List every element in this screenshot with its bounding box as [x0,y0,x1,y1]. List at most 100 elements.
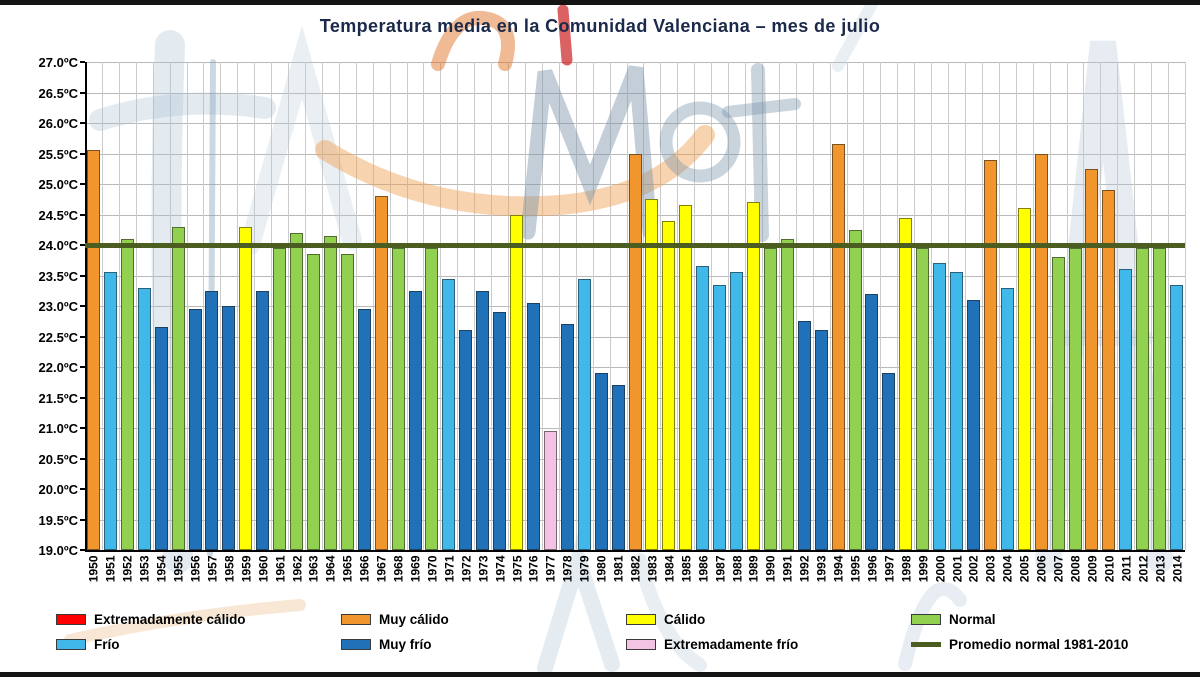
x-tick-label-2009: 2009 [1085,555,1100,583]
legend-item-extremadamente_calido: Extremadamente cálido [56,612,341,627]
x-tick-label-1999: 1999 [916,555,931,583]
v-gridline [846,62,848,550]
legend-label-frio: Frío [94,637,120,652]
v-gridline [863,62,865,550]
v-gridline [491,62,493,550]
y-tick-label-20.0ºC: 20.0ºC [38,482,78,497]
bar-1986 [696,266,710,550]
x-tick-label-1952: 1952 [120,555,135,583]
x-tick-label-1960: 1960 [256,555,271,583]
bar-2001 [950,272,964,550]
x-tick-label-1956: 1956 [188,555,203,583]
bar-1979 [577,278,591,550]
bar-1983 [645,199,659,550]
x-tick-label-1969: 1969 [408,555,423,583]
bar-2010 [1102,190,1116,550]
y-tick-mark [80,488,85,490]
x-tick-label-1970: 1970 [425,555,440,583]
bar-2011 [1119,269,1133,550]
v-gridline [575,62,577,550]
y-tick-label-19.0ºC: 19.0ºC [38,543,78,558]
y-tick-label-21.5ºC: 21.5ºC [38,390,78,406]
v-gridline [372,62,374,550]
x-tick-label-1975: 1975 [510,555,525,583]
x-tick-label-1964: 1964 [323,555,338,583]
x-tick-label-1987: 1987 [713,555,728,583]
v-gridline [321,62,323,550]
v-gridline [525,62,526,550]
v-gridline [254,62,256,550]
x-tick-label-1973: 1973 [476,555,491,583]
legend-item-extremadamente_frio: Extremadamente frío [626,637,911,652]
x-tick-label-2011: 2011 [1119,555,1134,582]
bar-1987 [713,284,727,550]
bar-1957 [205,290,219,550]
v-gridline [440,62,442,550]
bar-1977 [543,431,557,550]
legend: Extremadamente cálido Muy cálido Cálido Nor… [56,612,1196,652]
y-tick-mark [80,213,85,216]
x-tick-label-1962: 1962 [290,555,305,583]
v-gridline [745,62,746,550]
y-tick-label-23.0ºC: 23.0ºC [38,299,78,314]
legend-label-extremadamente_frio: Extremadamente frío [664,637,799,652]
x-tick-label-1992: 1992 [797,555,812,583]
bar-1955 [171,226,185,550]
v-gridline [609,62,611,550]
bar-1964 [323,235,337,550]
x-tick-label-1965: 1965 [340,555,355,583]
bar-2006 [1034,153,1048,550]
y-tick-mark [80,366,85,368]
y-tick-mark [80,152,85,155]
x-tick-label-1991: 1991 [780,555,795,583]
v-gridline [135,62,137,550]
y-tick-mark [80,305,85,307]
v-gridline [829,62,831,550]
x-tick-label-1961: 1961 [273,555,288,583]
v-gridline [948,62,950,550]
y-axis-line [85,62,87,552]
v-gridline [220,62,222,550]
x-tick-label-1978: 1978 [560,555,575,583]
bar-1950 [86,150,100,550]
x-tick-label-1998: 1998 [899,555,914,583]
bar-1975 [510,214,524,550]
h-gridline-27.0ºC [85,62,1185,63]
bar-1951 [103,272,117,550]
bar-1953 [137,287,151,550]
bar-1959 [239,226,253,550]
bar-1976 [526,302,540,550]
x-tick-label-1955: 1955 [171,555,186,583]
x-tick-label-1977: 1977 [543,555,558,583]
x-tick-label-1951: 1951 [103,555,118,583]
x-tick-label-1972: 1972 [459,555,474,583]
legend-swatch-extremadamente_calido [56,614,86,625]
v-gridline [761,62,763,550]
v-gridline [1134,62,1136,550]
v-gridline [186,62,188,550]
h-gridline-26.5ºC [85,92,1185,94]
bar-1972 [459,330,473,550]
bar-1966 [357,309,371,550]
bar-1963 [306,254,320,550]
v-gridline [118,62,120,550]
y-tick-label-20.5ºC: 20.5ºC [38,451,78,467]
bar-1997 [882,373,896,550]
v-gridline [406,62,408,550]
v-gridline [1083,62,1085,550]
x-tick-label-1980: 1980 [594,555,609,583]
v-gridline [914,62,916,550]
bar-1960 [256,290,270,550]
x-tick-label-1967: 1967 [374,555,389,583]
bar-1991 [780,238,794,550]
bar-1970 [425,248,439,550]
v-gridline [897,62,899,550]
bar-1996 [865,293,879,550]
v-gridline [288,62,290,550]
x-tick-label-1966: 1966 [357,555,372,583]
x-tick-label-1990: 1990 [763,555,778,583]
v-gridline [237,62,239,550]
bar-1962 [290,232,304,550]
